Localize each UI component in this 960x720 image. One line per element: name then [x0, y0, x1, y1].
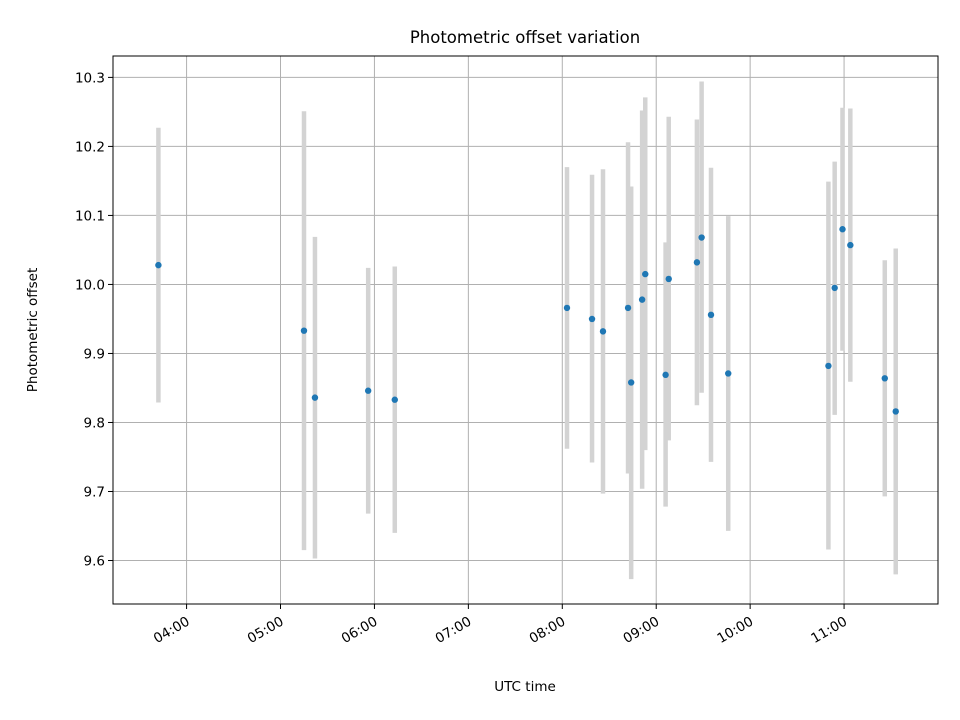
y-tick-label: 9.7 — [84, 485, 105, 501]
y-axis-label: Photometric offset — [25, 268, 41, 392]
data-point — [881, 375, 888, 382]
data-point — [155, 261, 162, 269]
data-point — [665, 275, 672, 283]
grid — [113, 56, 938, 604]
data-point — [588, 315, 596, 323]
y-tick-label: 10.1 — [75, 208, 105, 224]
y-tick-label: 9.9 — [84, 346, 105, 362]
data-point — [599, 328, 607, 335]
data-point — [725, 370, 732, 377]
data-point — [831, 284, 838, 292]
x-axis-label: UTC time — [494, 679, 556, 695]
data-point — [563, 304, 571, 312]
y-tick-label: 9.8 — [84, 415, 105, 431]
data-point — [311, 394, 319, 401]
data-points — [155, 226, 899, 415]
data-point — [642, 270, 649, 278]
data-point — [638, 296, 646, 303]
data-point — [391, 396, 398, 403]
data-point — [624, 304, 632, 312]
data-point — [662, 371, 669, 379]
data-point — [698, 234, 705, 241]
data-point — [707, 311, 715, 319]
data-point — [847, 241, 854, 249]
y-tick-label: 10.0 — [75, 277, 105, 293]
data-point — [839, 226, 846, 233]
data-point — [364, 387, 372, 394]
data-point — [300, 327, 308, 334]
y-tick-label: 10.3 — [75, 70, 105, 86]
y-axis-ticks: 9.6 9.7 9.8 9.9 10.0 10.1 10.2 10.3 — [75, 70, 113, 570]
data-point — [693, 259, 701, 266]
plot-frame — [112, 55, 939, 605]
y-tick-label: 10.2 — [75, 139, 105, 155]
data-point — [825, 362, 832, 370]
data-point — [627, 379, 635, 386]
y-tick-label: 9.6 — [84, 554, 105, 570]
chart-title: Photometric offset variation — [410, 28, 640, 47]
data-point — [892, 408, 899, 415]
